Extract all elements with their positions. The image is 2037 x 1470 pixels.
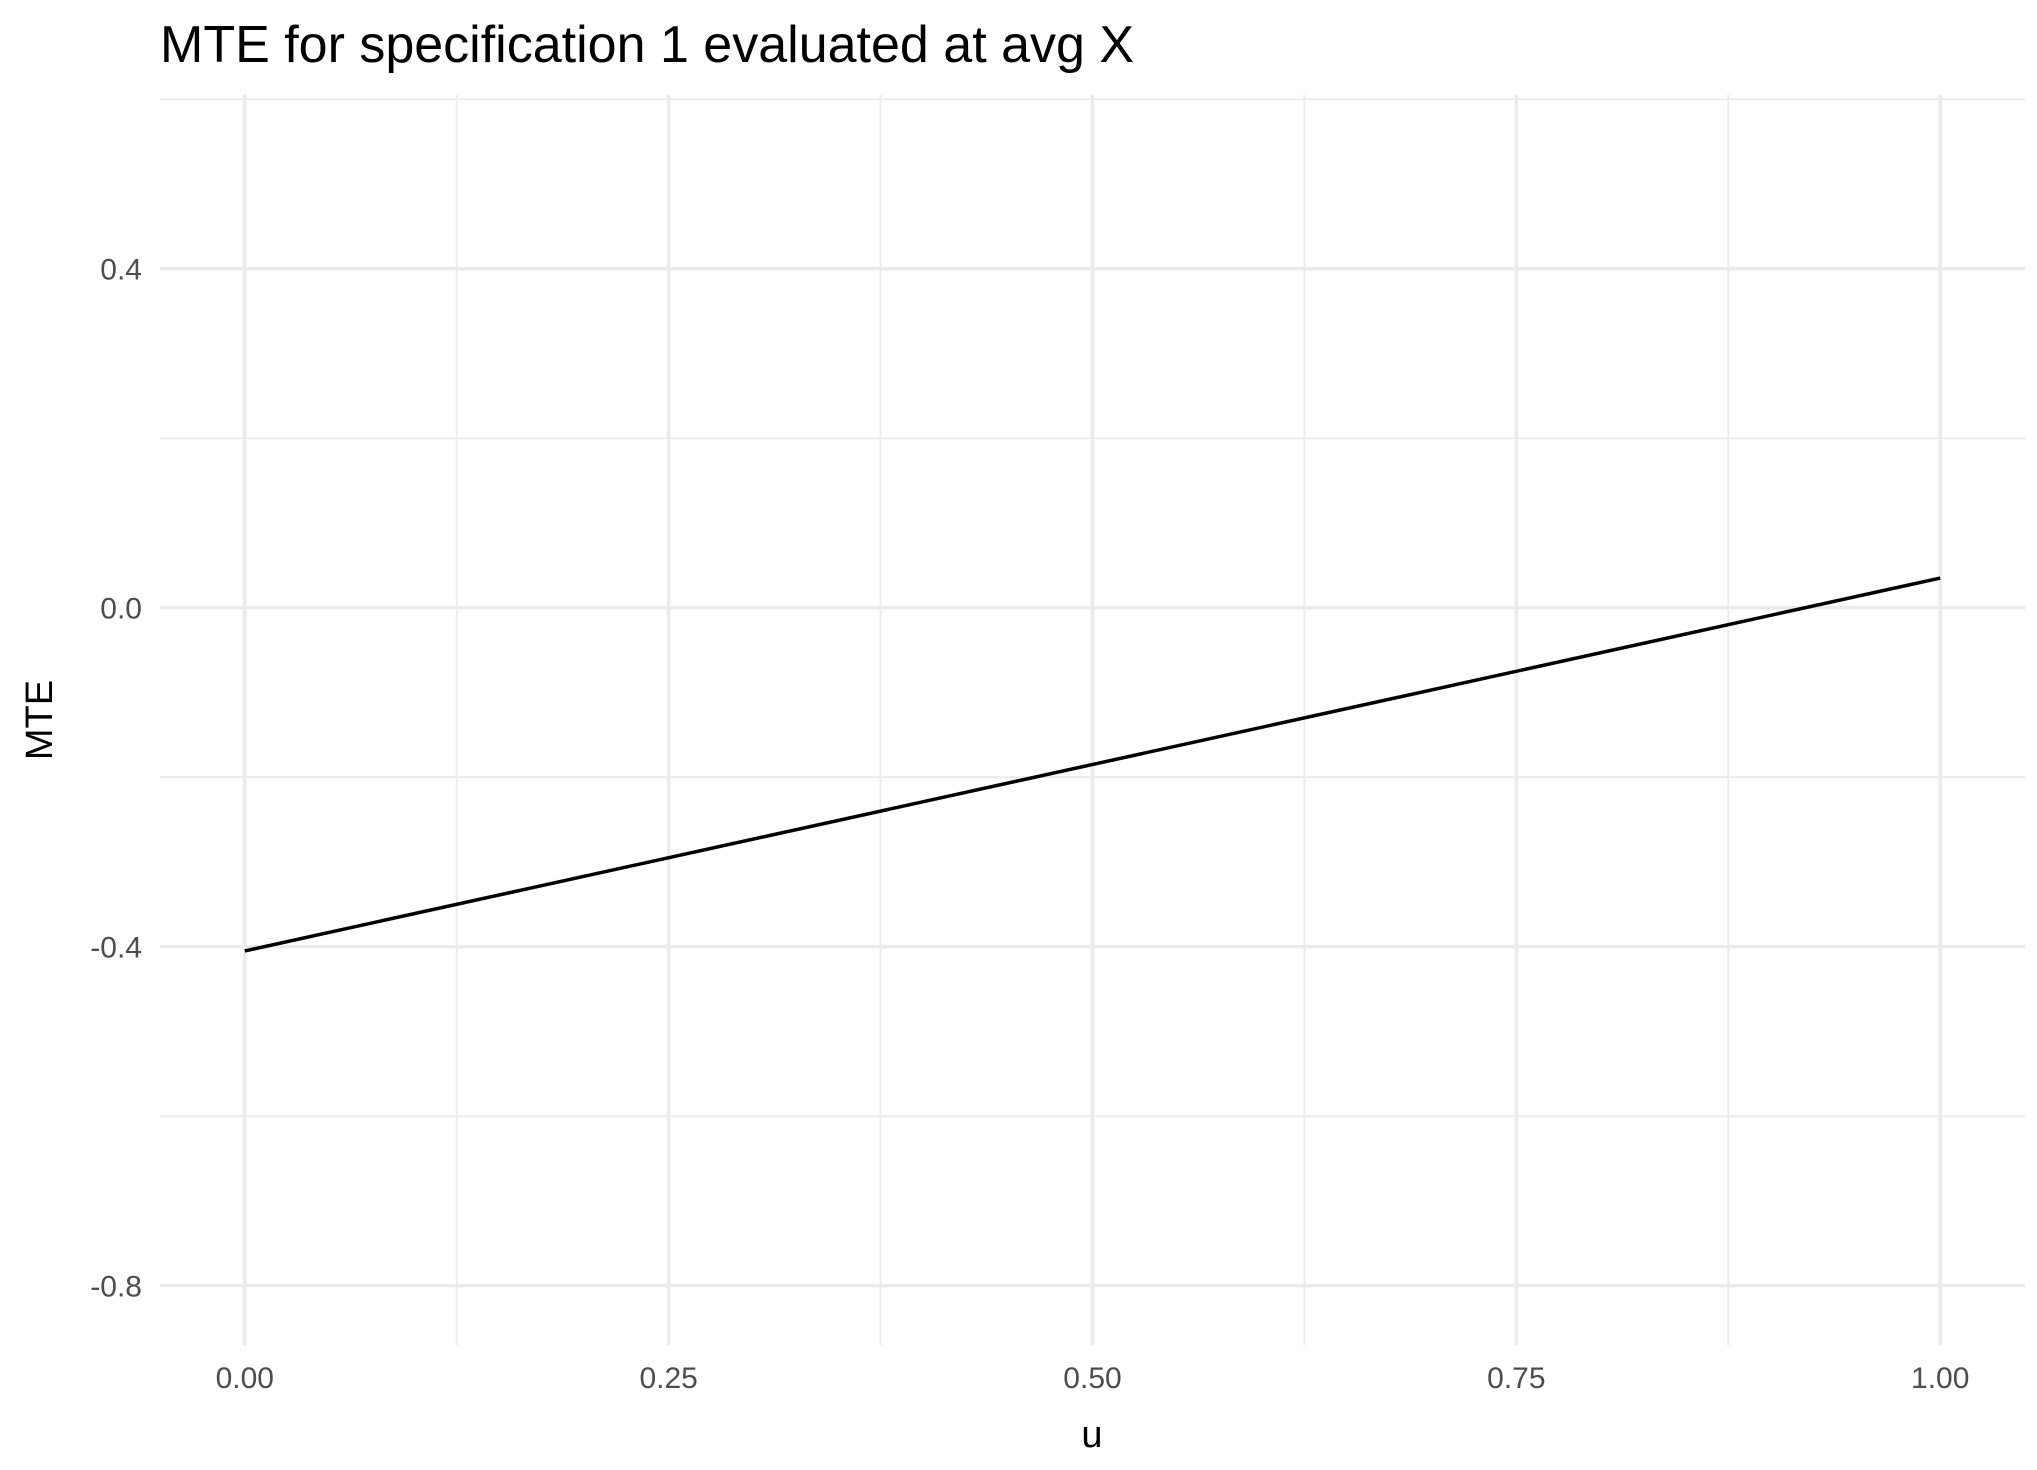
y-axis-tick-labels: -0.8 -0.4 0.0 0.4 <box>90 254 142 1304</box>
x-tick-label: 0.25 <box>639 1362 697 1395</box>
x-tick-label: 0.00 <box>216 1362 274 1395</box>
series-line <box>244 576 1941 953</box>
y-tick-label: 0.4 <box>100 254 142 287</box>
x-axis-tick-labels: 0.00 0.25 0.50 0.75 1.00 <box>216 1362 1970 1395</box>
x-tick-label: 1.00 <box>1911 1362 1969 1395</box>
chart-title: MTE for specification 1 evaluated at avg… <box>160 16 1134 74</box>
y-tick-label: 0.0 <box>100 593 142 626</box>
y-tick-label: -0.4 <box>90 932 142 965</box>
y-axis-title: MTE <box>19 680 61 760</box>
major-gridlines <box>160 95 2025 1345</box>
x-axis-title: u <box>1081 1414 1102 1456</box>
x-tick-label: 0.50 <box>1063 1362 1121 1395</box>
x-tick-label: 0.75 <box>1487 1362 1545 1395</box>
series-layer <box>244 576 1941 953</box>
y-tick-label: -0.8 <box>90 1271 142 1304</box>
plot-panel <box>160 95 2025 1345</box>
